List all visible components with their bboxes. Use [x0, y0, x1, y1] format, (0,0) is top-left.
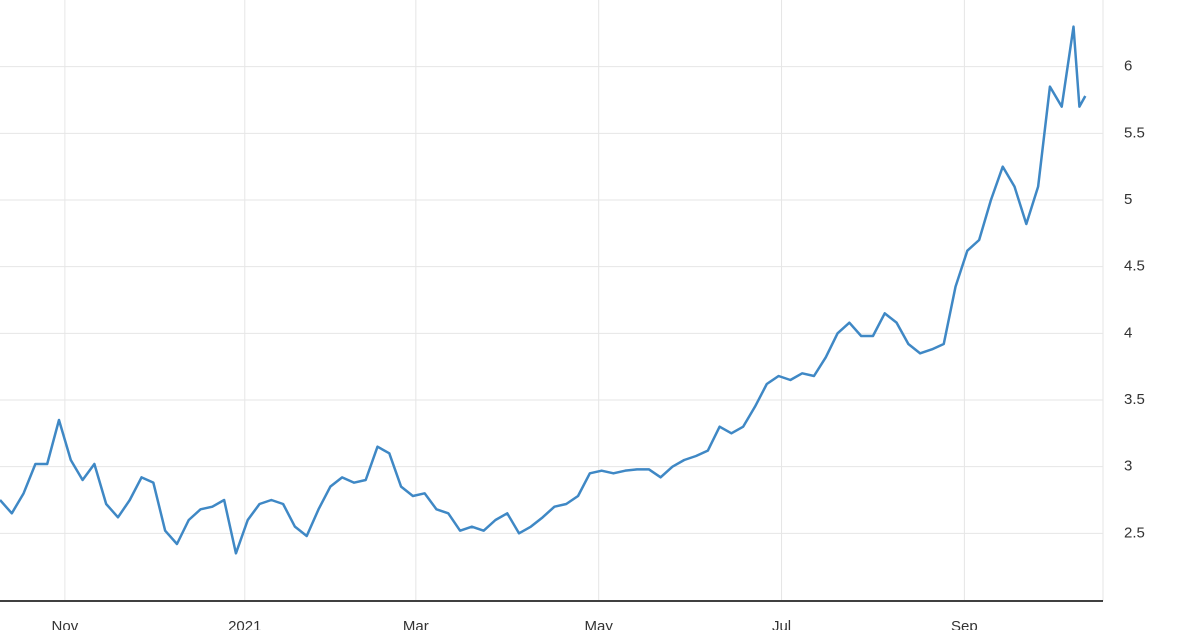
x-tick-label: Mar — [403, 618, 429, 630]
y-tick-label: 5.5 — [1124, 124, 1145, 141]
y-tick-label: 5 — [1124, 191, 1132, 208]
y-tick-label: 4 — [1124, 324, 1132, 341]
y-tick-label: 6 — [1124, 58, 1132, 75]
y-tick-label: 3.5 — [1124, 391, 1145, 408]
x-tick-label: May — [585, 618, 614, 630]
x-tick-label: Sep — [951, 618, 978, 630]
price-line — [0, 25, 1087, 555]
x-tick-label: Jul — [772, 618, 791, 630]
y-tick-label: 4.5 — [1124, 258, 1145, 275]
y-tick-label: 3 — [1124, 458, 1132, 475]
x-tick-label: 2021 — [228, 618, 261, 630]
x-tick-label: Nov — [52, 618, 79, 630]
y-tick-label: 2.5 — [1124, 524, 1145, 541]
